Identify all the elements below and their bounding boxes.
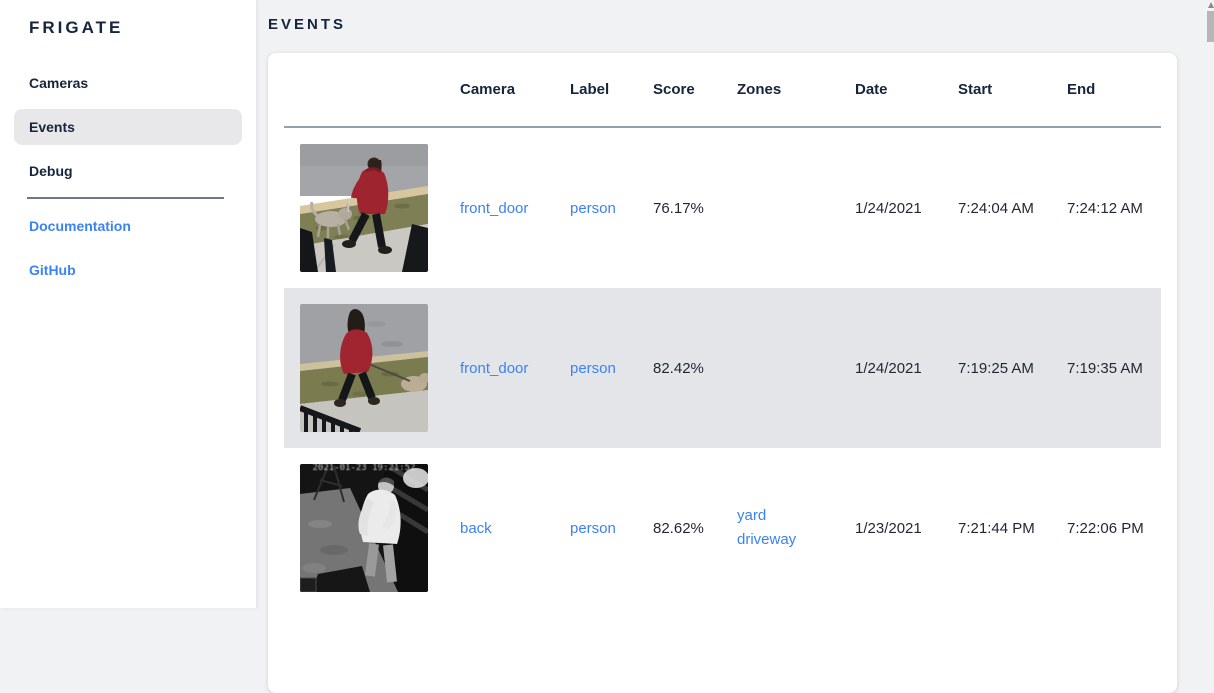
events-card: Camera Label Score Zones Date Start End: [268, 53, 1177, 693]
event-row[interactable]: front_door person 76.17% 1/24/2021 7:24:…: [284, 128, 1161, 288]
end-value: 7:24:12 AM: [1067, 199, 1143, 217]
scrollbar[interactable]: [1207, 0, 1214, 608]
sidebar-item-label: Events: [29, 119, 75, 135]
sidebar-item-cameras[interactable]: Cameras: [14, 65, 242, 101]
column-header-zones: Zones: [737, 81, 782, 98]
sidebar: FRIGATE Cameras Events Debug Documentati…: [0, 0, 256, 608]
camera-link[interactable]: back: [460, 519, 492, 537]
event-thumbnail[interactable]: 2021-01-23 19:21:52: [300, 464, 428, 592]
start-value: 7:24:04 AM: [958, 199, 1034, 217]
sidebar-divider: [27, 197, 224, 199]
app-title: FRIGATE: [29, 18, 124, 37]
table-header: Camera Label Score Zones Date Start End: [284, 53, 1161, 128]
camera-link[interactable]: front_door: [460, 359, 529, 377]
end-value: 7:22:06 PM: [1067, 519, 1144, 537]
main-content: EVENTS Camera Label Score Zones Date Sta…: [256, 0, 1214, 693]
column-header-score: Score: [653, 81, 695, 98]
sidebar-item-debug[interactable]: Debug: [14, 153, 242, 189]
event-thumbnail-cell: [284, 304, 460, 432]
zone-link[interactable]: yard: [737, 507, 767, 524]
event-thumbnail-cell: [284, 144, 460, 272]
scroll-up-arrow-icon[interactable]: [1207, 2, 1214, 8]
event-thumbnail[interactable]: [300, 144, 428, 272]
sidebar-link-documentation[interactable]: Documentation: [14, 208, 242, 244]
column-header-label: Label: [570, 81, 610, 98]
camera-link[interactable]: front_door: [460, 199, 529, 217]
date-value: 1/24/2021: [855, 199, 922, 217]
column-header-date: Date: [855, 81, 888, 98]
date-value: 1/24/2021: [855, 359, 922, 377]
score-value: 82.62%: [653, 519, 704, 537]
event-thumbnail[interactable]: [300, 304, 428, 432]
sidebar-item-label: Debug: [29, 163, 73, 179]
sidebar-link-github[interactable]: GitHub: [14, 252, 242, 288]
label-link[interactable]: person: [570, 199, 616, 217]
column-header-start: Start: [958, 81, 993, 98]
score-value: 82.42%: [653, 359, 704, 377]
sidebar-item-events[interactable]: Events: [14, 109, 242, 145]
column-header-camera: Camera: [460, 81, 516, 98]
label-link[interactable]: person: [570, 359, 616, 377]
sidebar-item-label: Cameras: [29, 75, 89, 91]
scrollbar-thumb[interactable]: [1207, 11, 1214, 42]
event-thumbnail-cell: 2021-01-23 19:21:52: [284, 464, 460, 592]
end-value: 7:19:35 AM: [1067, 359, 1143, 377]
zone-link[interactable]: driveway: [737, 531, 797, 548]
page-title: EVENTS: [268, 16, 347, 33]
column-header-end: End: [1067, 81, 1096, 98]
zones-cell: yard driveway: [737, 504, 855, 552]
event-row[interactable]: 2021-01-23 19:21:52 back person 82.62% y…: [284, 448, 1161, 608]
score-value: 76.17%: [653, 199, 704, 217]
label-link[interactable]: person: [570, 519, 616, 537]
sidebar-nav: Cameras Events Debug Documentation GitHu…: [14, 65, 242, 288]
start-value: 7:19:25 AM: [958, 359, 1034, 377]
sidebar-link-label: GitHub: [29, 262, 76, 278]
event-row-selected[interactable]: front_door person 82.42% 1/24/2021 7:19:…: [284, 288, 1161, 448]
camera-timestamp-overlay: 2021-01-23 19:21:52: [313, 464, 416, 473]
start-value: 7:21:44 PM: [958, 519, 1035, 537]
sidebar-link-label: Documentation: [29, 218, 131, 234]
date-value: 1/23/2021: [855, 519, 922, 537]
